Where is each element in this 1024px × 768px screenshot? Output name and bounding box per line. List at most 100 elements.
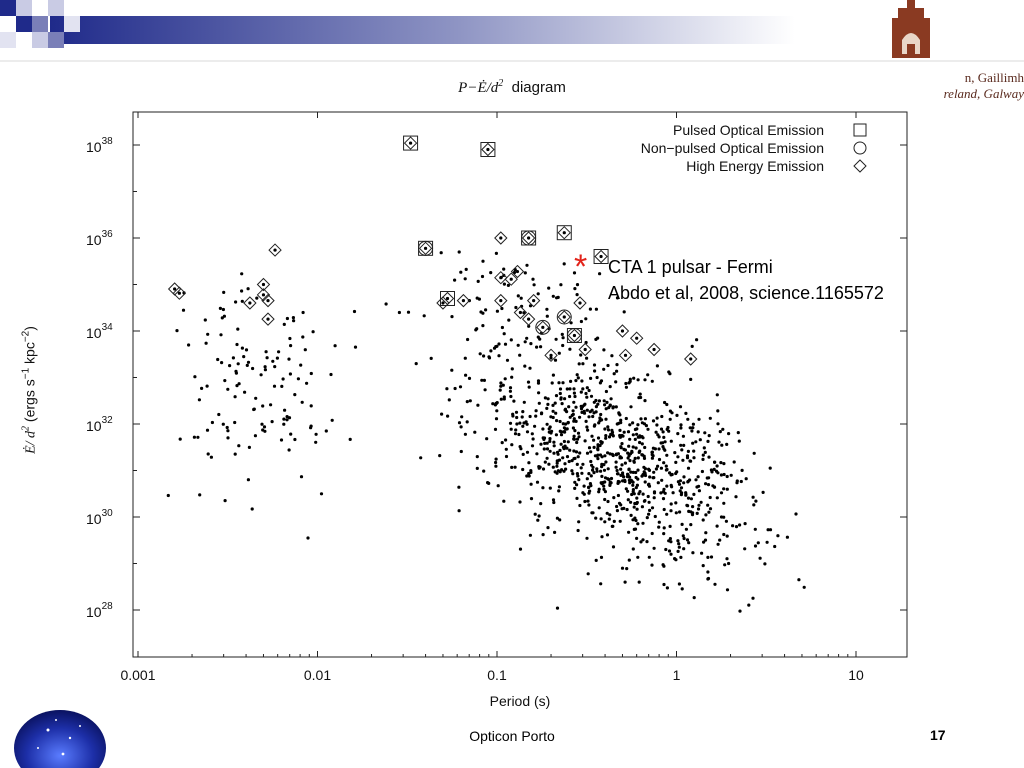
pulsar-point: [678, 405, 683, 409]
pulsar-point: [603, 480, 607, 484]
pulsar-point: [464, 373, 468, 377]
pulsar-point: [664, 547, 668, 552]
pulsar-point: [595, 467, 599, 471]
pulsar-point: [604, 407, 608, 411]
pulsar-point: [512, 399, 516, 403]
pulsar-point: [240, 289, 244, 293]
pulsar-point: [539, 345, 543, 349]
pulsar-point: [537, 401, 541, 405]
pulsar-point: [287, 416, 292, 420]
pulsar-point: [406, 310, 411, 314]
pulsar-point: [551, 403, 555, 407]
pulsar-point: [607, 406, 611, 410]
pulsar-point: [460, 415, 464, 419]
pulsar-point: [557, 351, 561, 355]
y-axis-units-exp1: −1: [20, 367, 32, 380]
pulsar-point: [533, 512, 537, 516]
pulsar-point: [592, 400, 596, 404]
pulsar-point: [686, 496, 691, 500]
high-energy-marker: [261, 312, 275, 326]
high-energy-marker-dot: [273, 248, 277, 252]
high-energy-marker: [567, 328, 582, 343]
pulsar-point: [751, 495, 755, 499]
pulsar-point: [591, 468, 595, 472]
pulsar-point: [525, 474, 529, 478]
pulsar-point: [680, 587, 684, 591]
pulsar-point: [577, 478, 581, 482]
pulsar-point: [585, 386, 589, 390]
nonpulsed-optical-marker: [566, 328, 582, 344]
high-energy-marker-dot: [549, 353, 553, 357]
pulsar-point: [450, 368, 454, 372]
pulsar-point: [513, 432, 518, 436]
high-energy-marker: [629, 331, 644, 345]
pulsar-point: [648, 508, 652, 512]
high-energy-marker-dot: [261, 282, 266, 287]
pulsar-point: [568, 415, 572, 419]
pulsar-point: [626, 498, 630, 502]
pulsar-point: [655, 364, 660, 368]
pulsar-point: [218, 306, 222, 310]
pulsar-point: [604, 417, 608, 421]
pulsar-point: [513, 465, 517, 469]
pulsar-point: [634, 470, 638, 475]
pulsar-point: [665, 512, 669, 516]
pulsar-point: [572, 437, 576, 441]
pulsar-point: [500, 325, 504, 330]
pulsar-point: [577, 435, 581, 439]
pulsar-point: [633, 501, 637, 506]
pulsar-point: [543, 396, 548, 400]
pulsar-point: [458, 385, 463, 389]
pulsar-point: [233, 452, 237, 456]
pulsar-point: [536, 379, 541, 383]
pulsar-point: [523, 271, 527, 275]
pulsar-point: [744, 477, 748, 481]
pulsar-point: [555, 606, 560, 610]
x-tick-label: 0.1: [487, 667, 507, 683]
x-axis-label: Period (s): [489, 693, 551, 709]
pulsar-point: [582, 484, 586, 488]
pulsar-point: [743, 547, 747, 551]
pulsar-point: [551, 498, 556, 502]
pulsar-point: [610, 524, 614, 529]
pulsar-point: [727, 561, 731, 566]
pulsar-point: [196, 435, 200, 439]
pulsar-point: [277, 350, 281, 354]
pulsar-point: [738, 523, 742, 527]
pulsar-point: [539, 412, 544, 416]
pulsar-point: [674, 501, 678, 505]
pulsar-point: [574, 450, 579, 454]
pulsar-point: [557, 485, 562, 489]
pulsar-point: [547, 286, 551, 290]
pulsar-point: [222, 290, 226, 294]
pulsar-point: [252, 407, 256, 412]
pulsar-point: [502, 267, 506, 271]
pulsar-point: [459, 449, 463, 454]
pulsar-point: [627, 558, 631, 562]
pulsar-point: [282, 422, 286, 426]
pulsar-point: [198, 493, 202, 497]
pulsar-point: [640, 453, 645, 457]
pulsar-point: [580, 410, 584, 414]
pulsar-point: [292, 319, 296, 323]
pulsar-point: [197, 398, 201, 402]
pulsar-point: [457, 509, 461, 513]
pulsar-point: [600, 535, 604, 539]
pulsar-point: [583, 439, 587, 443]
pulsar-point: [482, 469, 486, 473]
pulsar-point: [617, 421, 621, 425]
pulsar-point: [527, 385, 531, 389]
pulsar-point: [657, 447, 661, 451]
pulsar-point: [579, 404, 583, 408]
pulsar-point: [510, 443, 514, 447]
pulsar-point: [535, 345, 539, 349]
pulsar-point: [591, 414, 595, 419]
pulsar-point: [324, 429, 328, 433]
pulsar-point: [662, 435, 666, 439]
pulsar-point: [521, 452, 525, 456]
pulsar-point: [619, 418, 623, 422]
pulsar-point: [519, 296, 523, 300]
pulsar-point: [565, 427, 569, 431]
pulsar-point: [652, 470, 656, 474]
pulsar-point: [580, 471, 584, 475]
